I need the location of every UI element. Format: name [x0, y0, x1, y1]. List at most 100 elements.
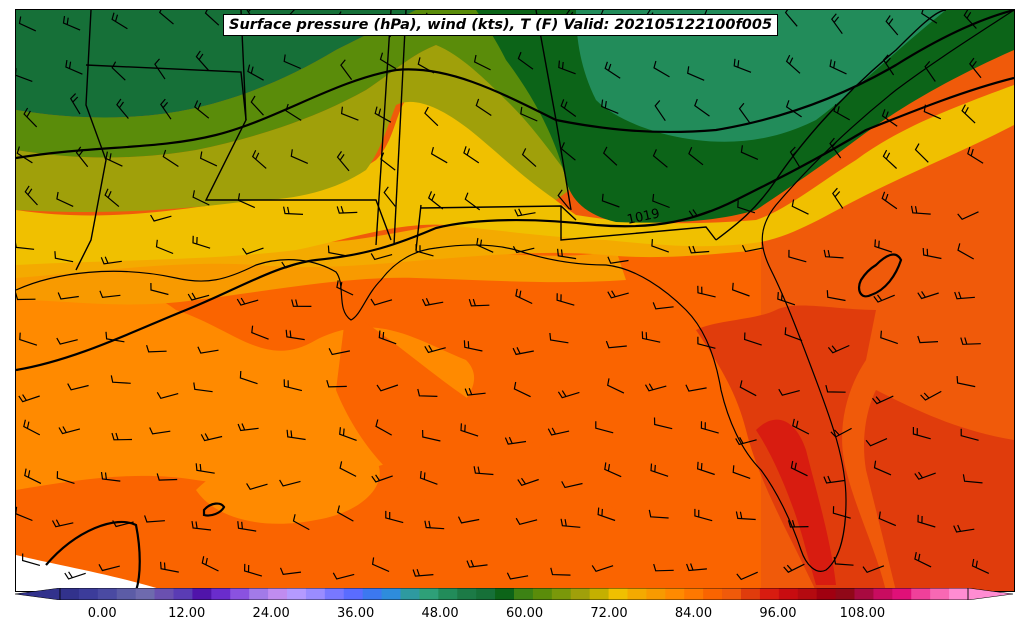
colorbar-tick-label: 72.00 — [590, 606, 628, 621]
colorbar-segment — [324, 588, 345, 600]
wind-barb — [424, 520, 445, 530]
wind-barb — [283, 206, 304, 215]
wind-barb — [156, 473, 178, 481]
wind-barb — [62, 16, 81, 31]
wind-barb — [515, 517, 538, 525]
colorbar-segment — [741, 588, 761, 600]
colorbar-segment — [400, 588, 420, 600]
wind-barb — [831, 13, 843, 35]
colorbar-segment — [665, 588, 685, 600]
wind-barb — [881, 109, 898, 127]
wind-barb — [336, 151, 350, 172]
colorbar-segment — [78, 588, 99, 600]
temp-fill-gulf-warm — [336, 310, 616, 529]
wind-barb — [100, 256, 122, 265]
colorbar-segment — [608, 588, 628, 600]
wind-barb — [475, 98, 492, 116]
wind-barb — [917, 335, 939, 344]
wind-barb — [422, 429, 441, 442]
wind-barb — [144, 515, 165, 523]
wind-barb — [421, 298, 444, 307]
wind-barb — [370, 298, 393, 306]
wind-barb — [24, 185, 38, 206]
wind-barb — [375, 419, 392, 436]
wind-barb — [464, 387, 486, 396]
wind-barb — [832, 506, 851, 519]
wind-barb — [332, 572, 355, 580]
wind-barb — [604, 61, 621, 79]
wind-barb — [285, 103, 302, 121]
wind-barb — [374, 106, 392, 123]
wind-barb — [116, 98, 129, 119]
wind-barb — [687, 66, 705, 81]
colorbar-tick-label: 24.00 — [252, 606, 290, 621]
wind-barb — [67, 383, 89, 391]
wind-barb — [558, 60, 576, 75]
wind-barb — [476, 237, 494, 253]
colorbar-segment — [873, 588, 893, 600]
colorbar-tick-label: 60.00 — [505, 606, 544, 621]
wind-barb — [187, 292, 210, 301]
colorbar-tick-label: 84.00 — [674, 606, 713, 621]
wind-barb — [199, 151, 218, 167]
wind-barb — [556, 293, 575, 306]
wind-barb — [150, 282, 169, 296]
wind-barb — [150, 214, 172, 222]
wind-barb — [829, 137, 842, 159]
wind-barb — [424, 106, 439, 127]
wind-barb — [791, 199, 809, 215]
colorbar-segment — [627, 588, 647, 600]
colorbar-segment — [722, 588, 742, 600]
wind-barb — [653, 417, 673, 430]
wind-barb — [204, 10, 220, 26]
colorbar-segment — [173, 588, 193, 600]
wind-barb — [69, 93, 81, 115]
colorbar-segment — [230, 588, 250, 600]
wind-barb — [51, 519, 74, 528]
colorbar-segment — [532, 588, 553, 600]
wind-barb — [506, 572, 529, 580]
colorbar-segment — [60, 588, 80, 600]
wind-barb — [146, 345, 167, 353]
wind-barb — [64, 571, 86, 580]
wind-barbs — [16, 10, 990, 581]
wind-barb — [739, 380, 757, 397]
wind-barb — [463, 340, 483, 352]
wind-barb — [517, 51, 534, 70]
wind-barb — [954, 291, 975, 300]
wind-barb — [340, 59, 353, 80]
wind-barb — [158, 10, 174, 25]
colorbar-segment — [97, 588, 118, 600]
wind-barb — [923, 104, 942, 120]
colorbar-segment — [911, 588, 931, 600]
colorbar-tick-label: 12.00 — [168, 606, 206, 621]
wind-barb — [23, 107, 38, 128]
wind-barb — [236, 297, 259, 306]
wind-barb — [914, 551, 932, 568]
wind-barb — [830, 427, 852, 438]
isobar-low-gulf — [45, 520, 141, 591]
wind-barb — [412, 569, 434, 577]
wind-barb — [697, 285, 716, 298]
colorbar-segment — [684, 588, 704, 600]
wind-barb — [385, 510, 404, 524]
wind-barb — [512, 246, 535, 254]
colorbar-segment — [457, 588, 477, 600]
colorbar-segment — [287, 588, 307, 600]
wind-barb — [605, 340, 627, 349]
wind-barb — [283, 54, 301, 70]
wind-barb — [971, 558, 990, 574]
wind-barb — [279, 567, 302, 575]
colorbar-tick-label: 36.00 — [337, 606, 375, 621]
wind-barb — [785, 54, 801, 74]
wind-barb — [201, 556, 219, 572]
colorbar-tick-label: 0.00 — [87, 606, 117, 621]
colorbar-segment — [570, 588, 591, 600]
wind-barb — [914, 143, 929, 163]
wind-barb — [243, 563, 263, 577]
colorbar-tick-label: 48.00 — [421, 606, 459, 621]
wind-barb — [111, 432, 133, 441]
wind-barb — [75, 146, 89, 168]
temp-fill-white-corner — [16, 555, 166, 591]
wind-barb — [193, 382, 213, 393]
